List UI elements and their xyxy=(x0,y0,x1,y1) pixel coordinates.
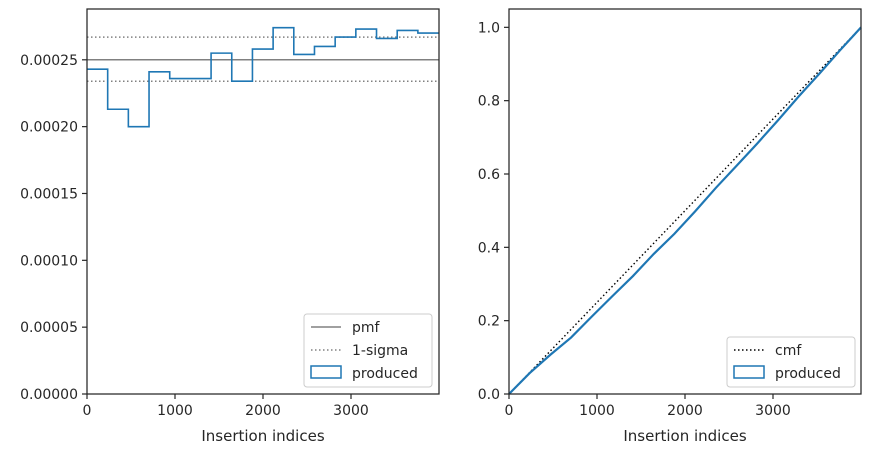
left-y-tick-label: 0.00010 xyxy=(20,253,78,269)
legend-label-produced-right: produced xyxy=(775,366,841,382)
legend-label-1-sigma: 1-sigma xyxy=(352,343,408,359)
cmf-line xyxy=(508,26,862,395)
legend-label-pmf: pmf xyxy=(352,320,381,336)
right-x-tick-label: 2000 xyxy=(667,403,703,419)
right-y-tick-label: 0.8 xyxy=(478,94,500,110)
right-panel: 0 1000 2000 3000 0.0 0.2 0.4 0.6 0.8 1.0 Insertio… xyxy=(478,8,862,445)
left-y-tick-label: 0.00000 xyxy=(20,387,78,403)
right-x-tick-label: 1000 xyxy=(579,403,615,419)
left-legend: pmf 1-sigma produced xyxy=(303,313,433,388)
legend-swatch-produced-left xyxy=(310,365,342,379)
right-y-tick-label: 0.4 xyxy=(478,240,500,256)
right-axes-frame xyxy=(508,8,862,395)
right-ticks: 0 1000 2000 3000 0.0 0.2 0.4 0.6 0.8 1.0 xyxy=(478,20,791,419)
left-panel: 0 1000 2000 3000 0.00000 0.00005 0.00010 0.0001… xyxy=(20,8,440,445)
right-y-tick-label: 0.2 xyxy=(478,314,500,330)
left-y-tick-label: 0.00005 xyxy=(20,320,78,336)
left-x-tick-label: 3000 xyxy=(333,403,369,419)
produced-line xyxy=(508,26,862,395)
left-ticks: 0 1000 2000 3000 0.00000 0.00005 0.00010 0.0001… xyxy=(20,53,369,419)
right-legend: cmf produced xyxy=(726,336,856,388)
left-y-tick-label: 0.00015 xyxy=(20,186,78,202)
left-y-tick-label: 0.00025 xyxy=(20,53,78,69)
left-x-tick-label: 1000 xyxy=(157,403,193,419)
right-y-tick-label: 0.6 xyxy=(478,167,500,183)
left-y-tick-label: 0.00020 xyxy=(20,120,78,136)
right-x-tick-label: 3000 xyxy=(755,403,791,419)
left-x-tick-label: 2000 xyxy=(245,403,281,419)
left-legend-box xyxy=(303,313,433,388)
right-x-tick-label: 0 xyxy=(505,403,514,419)
left-plot-area xyxy=(87,26,439,128)
right-y-tick-label: 0.0 xyxy=(478,387,500,403)
left-x-axis-label: Insertion indices xyxy=(201,427,324,445)
right-plot-area xyxy=(508,26,862,395)
legend-label-produced-left: produced xyxy=(352,366,418,382)
legend-swatch-produced-right xyxy=(733,365,765,379)
left-x-tick-label: 0 xyxy=(83,403,92,419)
legend-label-cmf: cmf xyxy=(775,343,802,359)
right-y-tick-label: 1.0 xyxy=(478,20,500,36)
right-x-axis-label: Insertion indices xyxy=(623,427,746,445)
produced-histogram-step xyxy=(87,26,439,128)
